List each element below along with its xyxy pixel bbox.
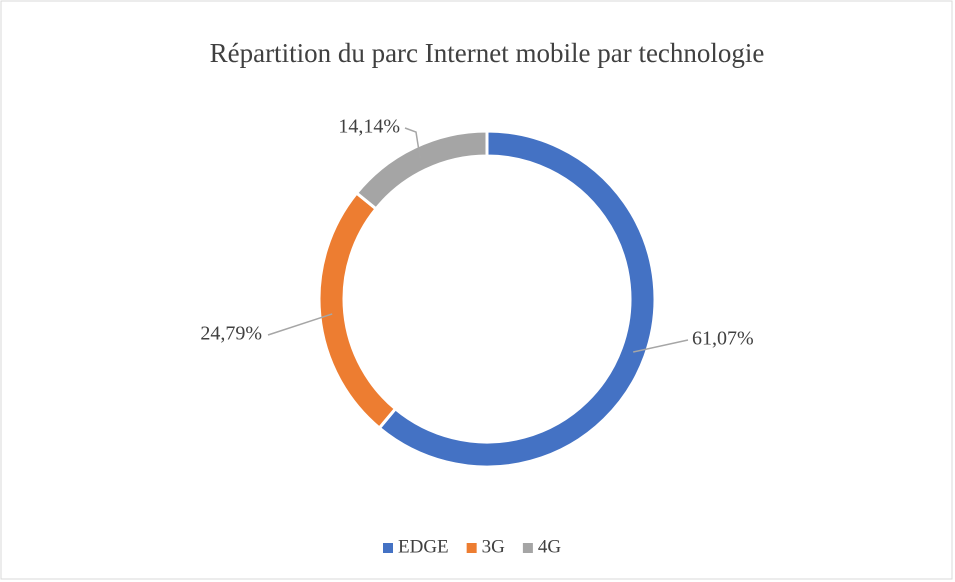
data-label: 61,07% bbox=[692, 328, 754, 350]
donut-slice bbox=[354, 129, 489, 211]
leader-line bbox=[633, 339, 689, 353]
leader-line bbox=[267, 313, 333, 336]
legend-label: 4G bbox=[538, 536, 562, 557]
legend-swatch bbox=[383, 543, 393, 553]
data-label: 14,14% bbox=[338, 116, 400, 138]
legend-swatch bbox=[522, 543, 533, 553]
leader-line bbox=[404, 127, 421, 159]
data-label: 24,79% bbox=[200, 323, 262, 345]
legend-swatch bbox=[466, 543, 477, 553]
legend-label: EDGE bbox=[398, 536, 449, 557]
legend-label: 3G bbox=[482, 536, 506, 557]
chart-title: Répartition du parc Internet mobile par … bbox=[210, 38, 765, 68]
